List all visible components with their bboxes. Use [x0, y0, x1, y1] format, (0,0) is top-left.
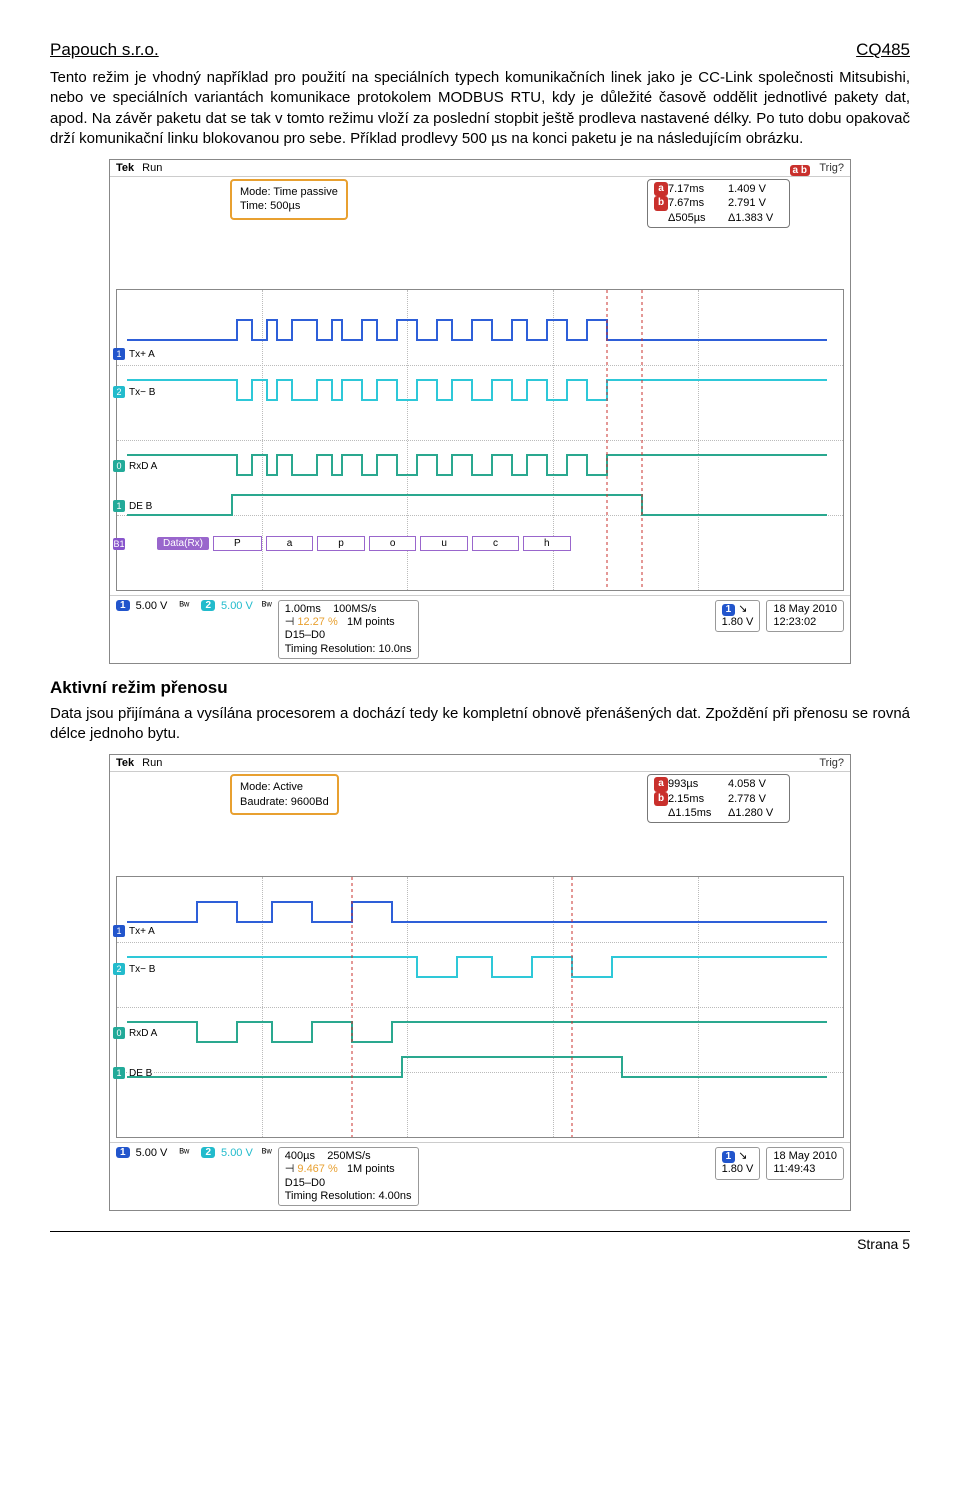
scope-1: Tek Run Trig? Mode: Time passive Time: 5… — [109, 159, 851, 664]
run-label-2: Run — [142, 757, 162, 769]
paragraph-2: Data jsou přijímána a vysílána procesore… — [50, 704, 910, 745]
cursor-box-2: a993µs4.058 V b2.15ms2.778 V Δ1.15msΔ1.2… — [647, 774, 790, 823]
scope1-bottom: 15.00 V ᴮʷ 25.00 V ᴮʷ 1.00ms 100MS/s ⊣ 1… — [110, 595, 850, 663]
scope-2: Tek Run Trig? Mode: Active Baudrate: 960… — [109, 754, 851, 1211]
run-label: Run — [142, 162, 162, 174]
mode-line2: Time: 500µs — [240, 199, 338, 213]
paragraph-1: Tento režim je vhodný například pro použ… — [50, 68, 910, 149]
header-right: CQ485 — [856, 40, 910, 60]
tek-label: Tek — [116, 162, 134, 174]
trig-label-2: Trig? — [819, 757, 844, 769]
header-left: Papouch s.r.o. — [50, 40, 159, 60]
page-number: Strana 5 — [857, 1236, 910, 1252]
mode-box-2: Mode: Active Baudrate: 9600Bd — [230, 774, 339, 815]
mode-box: Mode: Time passive Time: 500µs — [230, 179, 348, 220]
cursor-box: a7.17ms1.409 V b7.67ms2.791 V Δ505µsΔ1.3… — [647, 179, 790, 228]
mode-line1: Mode: Time passive — [240, 185, 338, 199]
waveform-area-1: 1Tx+ A 2Tx− B 0RxD A 1DE B B1 Data(Rx) — [116, 289, 844, 591]
page-footer: Strana 5 — [50, 1231, 910, 1252]
section-2-title: Aktivní režim přenosu — [50, 678, 910, 698]
waveform-area-2: 1Tx+ A 2Tx− B 0RxD A 1DE B — [116, 876, 844, 1138]
scope2-bottom: 15.00 V ᴮʷ 25.00 V ᴮʷ 400µs 250MS/s ⊣ 9.… — [110, 1142, 850, 1210]
tek-label-2: Tek — [116, 757, 134, 769]
trig-label: Trig? — [819, 162, 844, 174]
